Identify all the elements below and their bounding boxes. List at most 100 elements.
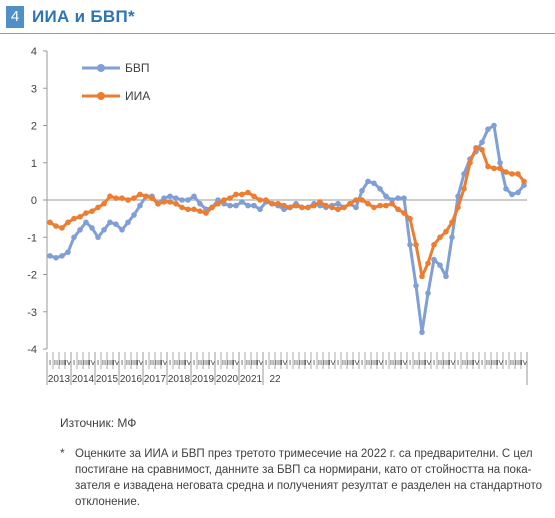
quarter-label: III	[107, 358, 113, 367]
data-point-gdp	[395, 195, 401, 201]
data-point-gdp	[71, 234, 77, 241]
year-label: 2019	[192, 374, 215, 385]
data-point-iia	[437, 234, 443, 241]
quarter-label: I	[313, 358, 315, 367]
y-tick-label: 3	[31, 83, 37, 95]
data-point-iia	[257, 197, 263, 203]
data-point-iia	[419, 273, 425, 280]
data-point-iia	[239, 191, 245, 198]
data-point-iia	[413, 241, 419, 248]
data-point-iia	[263, 197, 269, 203]
quarter-label: I	[145, 358, 147, 367]
footnote-text: Оценките за ИИА и БВП през третото триме…	[75, 448, 542, 508]
data-point-gdp	[479, 139, 485, 146]
data-point-iia	[233, 191, 239, 198]
quarter-label: IV	[304, 358, 311, 367]
data-point-gdp	[119, 227, 125, 233]
data-point-gdp	[425, 290, 431, 296]
data-point-gdp	[377, 186, 383, 192]
legend-marker-gdp	[97, 64, 105, 72]
data-point-iia	[353, 197, 359, 203]
data-point-iia	[497, 165, 503, 172]
data-point-iia	[137, 191, 143, 198]
data-point-iia	[521, 178, 527, 185]
data-point-gdp	[365, 178, 371, 185]
quarter-label: IV	[424, 358, 431, 367]
quarter-label: II	[342, 358, 346, 367]
data-point-gdp	[191, 193, 197, 200]
quarter-label: IV	[256, 358, 263, 367]
data-point-gdp	[125, 219, 131, 226]
quarter-label: I	[169, 358, 171, 367]
data-point-iia	[65, 219, 71, 226]
data-point-gdp	[497, 159, 503, 166]
quarter-label: II	[510, 358, 514, 367]
data-point-iia	[371, 204, 377, 211]
year-label: 2016	[120, 374, 143, 385]
quarter-label: I	[385, 358, 387, 367]
data-point-gdp	[47, 253, 53, 259]
y-tick-label: 2	[31, 121, 37, 133]
data-point-gdp	[245, 202, 251, 209]
chart-header: 4 ИИА и БВП*	[0, 0, 555, 34]
year-label: 22	[269, 374, 281, 385]
data-point-gdp	[113, 221, 119, 228]
data-point-gdp	[413, 282, 419, 289]
data-point-iia	[227, 195, 233, 201]
data-point-iia	[179, 204, 185, 211]
quarter-label: I	[193, 358, 195, 367]
y-tick-label: -2	[27, 270, 37, 282]
data-point-gdp	[419, 329, 425, 336]
data-point-iia	[341, 204, 347, 211]
data-point-iia	[377, 202, 383, 209]
data-point-gdp	[227, 202, 233, 209]
quarter-label: I	[265, 358, 267, 367]
data-point-iia	[473, 145, 479, 151]
quarter-label: I	[409, 358, 411, 367]
quarter-label: II	[462, 358, 466, 367]
data-point-iia	[347, 200, 353, 207]
quarter-label: I	[337, 358, 339, 367]
quarter-label: I	[73, 358, 75, 367]
quarter-label: I	[481, 358, 483, 367]
quarter-label: III	[203, 358, 209, 367]
quarter-label: IV	[472, 358, 479, 367]
quarter-label: IV	[448, 358, 455, 367]
data-point-iia	[113, 195, 119, 201]
data-point-iia	[317, 199, 323, 205]
data-point-gdp	[53, 254, 59, 261]
data-point-iia	[173, 200, 179, 207]
data-point-gdp	[335, 200, 341, 207]
quarter-label: IV	[160, 358, 167, 367]
source-note: Източник: МФ	[60, 416, 137, 430]
data-point-gdp	[107, 219, 113, 226]
quarter-label: III	[155, 358, 161, 367]
data-point-iia	[467, 159, 473, 166]
data-point-gdp	[431, 256, 437, 263]
quarter-label: I	[505, 358, 507, 367]
data-point-gdp	[383, 193, 389, 200]
data-point-iia	[455, 204, 461, 211]
quarter-label: II	[318, 358, 322, 367]
data-point-gdp	[509, 191, 515, 198]
data-point-iia	[443, 228, 449, 235]
data-point-gdp	[179, 197, 185, 203]
quarter-label: II	[54, 358, 58, 367]
year-label: 2017	[144, 374, 167, 385]
data-point-iia	[143, 193, 149, 200]
quarter-label: II	[150, 358, 154, 367]
data-point-gdp	[515, 189, 521, 196]
quarter-label: II	[438, 358, 442, 367]
data-point-iia	[479, 146, 485, 153]
data-point-iia	[167, 199, 173, 205]
data-point-iia	[293, 202, 299, 209]
data-point-gdp	[59, 253, 65, 259]
data-point-gdp	[353, 204, 359, 211]
quarter-label: III	[275, 358, 281, 367]
quarter-label: II	[198, 358, 202, 367]
quarter-label: IV	[112, 358, 119, 367]
data-point-gdp	[257, 206, 263, 213]
data-point-gdp	[251, 202, 257, 209]
data-point-iia	[245, 189, 251, 196]
data-point-iia	[197, 208, 203, 214]
